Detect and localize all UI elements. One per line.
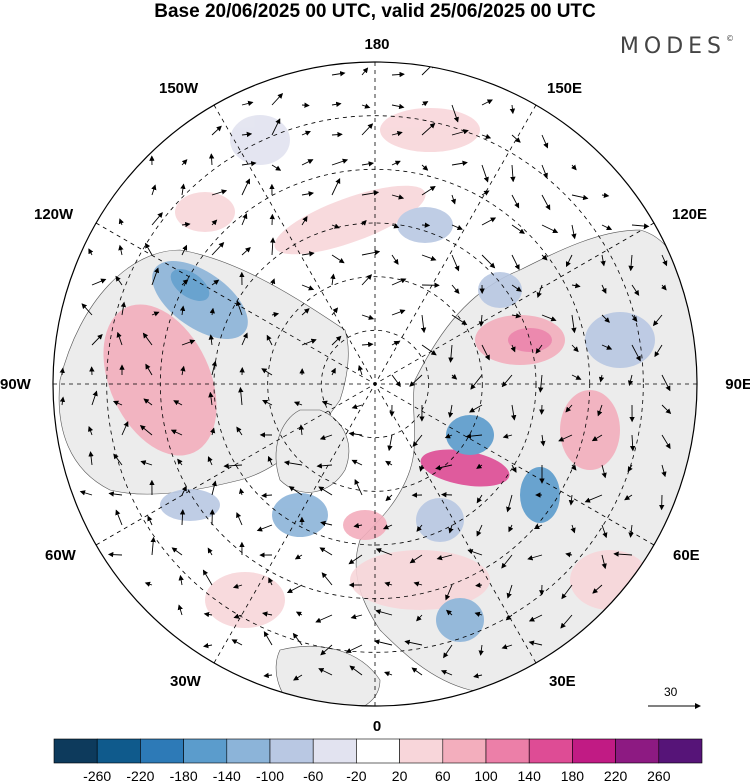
colorbar-swatch [486, 739, 529, 763]
colorbar-tick-label: 20 [392, 768, 408, 784]
colorbar-swatch [313, 739, 356, 763]
map-disc [50, 60, 705, 715]
colorbar-tick-label: -100 [256, 768, 284, 784]
label-120e: 120E [672, 206, 707, 223]
colorbar-swatch [54, 739, 97, 763]
colorbar-swatch [443, 739, 486, 763]
label-30e: 30E [549, 673, 576, 690]
label-120w: 120W [34, 206, 73, 223]
colorbar-swatch [400, 739, 443, 763]
wind-vector [109, 554, 122, 555]
colorbar-swatch [184, 739, 227, 763]
label-90w: 90W [0, 376, 31, 393]
colorbar-swatch [659, 739, 702, 763]
colorbar-swatch [140, 739, 183, 763]
colorbar-tick-label: -20 [346, 768, 366, 784]
colorbar-tick-label: -60 [303, 768, 323, 784]
label-60w: 60W [45, 547, 76, 564]
colorbar-tick-label: 100 [474, 768, 497, 784]
colorbar-swatch [356, 739, 399, 763]
label-30w: 30W [170, 673, 201, 690]
colorbar-tick-label: -220 [126, 768, 154, 784]
colorbar-tick-label: -260 [83, 768, 111, 784]
label-0: 0 [373, 718, 381, 735]
label-150e: 150E [547, 80, 582, 97]
colorbar-tick-label: -180 [170, 768, 198, 784]
label-180: 180 [364, 36, 389, 53]
label-150w: 150W [159, 80, 198, 97]
colorbar-swatch [97, 739, 140, 763]
colorbar [54, 739, 702, 763]
label-60e: 60E [673, 547, 700, 564]
colorbar-tick-label: 220 [604, 768, 627, 784]
wind-vector [422, 225, 429, 226]
label-90e: 90E [725, 376, 750, 393]
colorbar-swatch [529, 739, 572, 763]
colorbar-swatch [227, 739, 270, 763]
colorbar-tick-label: 60 [435, 768, 451, 784]
colorbar-tick-label: 140 [518, 768, 541, 784]
wind-vector [442, 495, 452, 496]
colorbar-swatch [616, 739, 659, 763]
colorbar-swatch [572, 739, 615, 763]
colorbar-tick-label: 180 [561, 768, 584, 784]
vector-scale-label: 30 [664, 685, 677, 699]
colorbar-tick-label: -140 [213, 768, 241, 784]
colorbar-tick-label: 260 [647, 768, 670, 784]
colorbar-swatch [270, 739, 313, 763]
wind-vector [302, 105, 309, 106]
